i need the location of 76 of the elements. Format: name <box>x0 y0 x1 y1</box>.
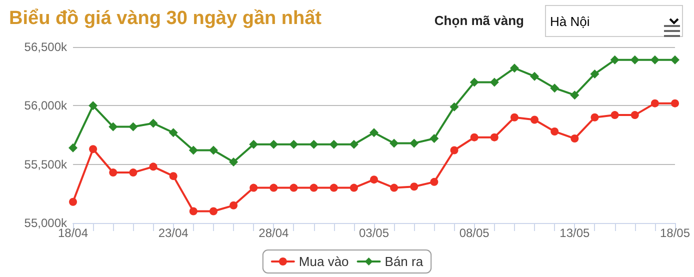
x-tick-label: 28/04 <box>258 226 290 240</box>
point <box>169 172 178 180</box>
point <box>370 128 378 138</box>
point <box>270 184 278 192</box>
chart-title: Biểu đồ giá vàng 30 ngày gần nhất <box>9 8 322 29</box>
point <box>108 122 118 132</box>
point <box>590 69 600 78</box>
point <box>530 116 539 124</box>
point <box>390 138 399 148</box>
text: Chọn mã vàng <box>434 13 524 28</box>
point <box>390 184 398 192</box>
point <box>530 72 540 81</box>
point <box>430 134 439 144</box>
point <box>490 78 499 87</box>
point <box>189 207 198 216</box>
x-tick-label: 08/05 <box>459 226 490 240</box>
point <box>230 201 238 210</box>
point <box>610 111 619 120</box>
point <box>510 64 519 73</box>
point <box>109 168 118 177</box>
point <box>490 133 498 142</box>
legend-label: Bán ra <box>384 254 424 269</box>
point <box>349 140 358 149</box>
point <box>650 55 660 64</box>
point <box>209 207 218 216</box>
point <box>610 55 620 64</box>
point <box>330 184 338 192</box>
x-tick-label: 13/05 <box>560 226 590 240</box>
point <box>470 133 478 142</box>
y-tick-label: 55,500k <box>24 157 68 172</box>
legend-label: Mua vào <box>298 254 349 269</box>
point <box>69 198 77 206</box>
point <box>410 182 418 191</box>
point <box>250 184 258 192</box>
point <box>670 55 680 64</box>
point <box>570 90 580 100</box>
point <box>188 146 198 155</box>
point <box>309 140 318 149</box>
point <box>269 140 278 149</box>
x-tick-label: 03/05 <box>358 226 390 240</box>
point <box>570 134 579 143</box>
point <box>310 184 318 192</box>
point <box>249 140 258 149</box>
point <box>671 99 679 108</box>
point <box>88 101 98 110</box>
point <box>350 184 358 192</box>
point <box>149 162 158 171</box>
point <box>68 143 78 152</box>
point <box>510 113 518 122</box>
point <box>370 176 378 184</box>
point <box>290 184 298 192</box>
y-tick-label: 56,000k <box>24 98 68 113</box>
point <box>148 118 158 128</box>
point <box>470 78 479 87</box>
point <box>630 55 640 64</box>
point <box>450 102 459 112</box>
point <box>329 140 338 149</box>
point <box>168 128 178 138</box>
point <box>550 84 560 93</box>
point <box>550 127 559 136</box>
point <box>650 99 659 108</box>
point <box>89 145 98 154</box>
point <box>450 146 458 154</box>
point <box>129 168 138 177</box>
point <box>208 146 218 155</box>
y-tick-label: 56,500k <box>24 40 68 54</box>
location-dropdown: Hà Nội <box>545 5 683 37</box>
point <box>430 178 438 186</box>
point <box>289 140 298 149</box>
x-tick-label: 23/04 <box>158 226 189 240</box>
point <box>630 111 639 120</box>
point <box>229 157 238 166</box>
x-tick-label: 18/05 <box>660 226 690 240</box>
point <box>590 113 599 122</box>
point <box>410 138 419 148</box>
point <box>128 122 138 132</box>
